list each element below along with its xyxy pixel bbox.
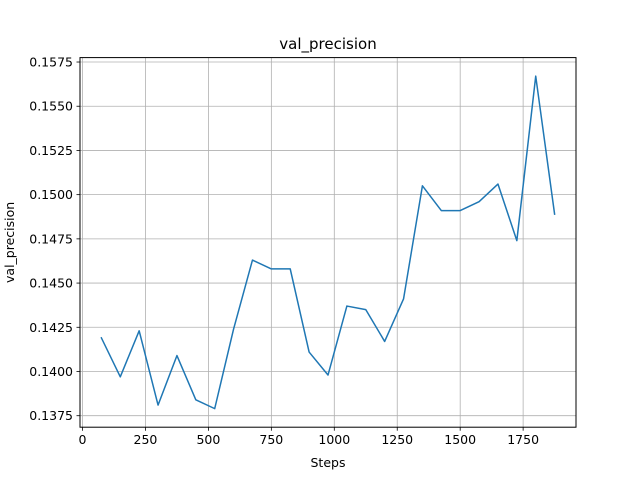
series-layer — [100, 75, 556, 410]
y-tick-label: 0.1475 — [29, 231, 73, 246]
data-point — [157, 404, 160, 407]
data-point — [232, 328, 235, 331]
x-tick-label: 1750 — [507, 432, 539, 447]
data-point — [440, 209, 443, 212]
data-point — [383, 340, 386, 343]
data-point — [270, 267, 273, 270]
x-axis-label: Steps — [311, 455, 346, 470]
x-tick-label: 1250 — [381, 432, 413, 447]
y-axis-ticks: 0.1375 0.1400 0.1425 0.1450 0.1475 0.1500 0.15… — [29, 55, 80, 423]
data-point — [478, 200, 481, 203]
y-tick-label: 0.1375 — [29, 408, 73, 423]
data-point — [345, 305, 348, 308]
data-point — [308, 351, 311, 354]
x-tick-label: 1000 — [318, 432, 350, 447]
series-line — [100, 75, 556, 410]
data-point — [213, 407, 216, 410]
data-point — [515, 239, 518, 242]
data-point — [138, 329, 141, 332]
data-point — [119, 375, 122, 378]
x-tick-label: 1500 — [444, 432, 476, 447]
data-point — [175, 354, 178, 357]
chart-title: val_precision — [279, 35, 376, 54]
data-point — [251, 259, 254, 262]
x-tick-label: 0 — [79, 432, 87, 447]
y-tick-label: 0.1400 — [29, 364, 73, 379]
plot-frame — [79, 57, 577, 428]
data-point — [402, 297, 405, 300]
data-point — [100, 336, 103, 339]
y-tick-label: 0.1500 — [29, 187, 73, 202]
y-tick-label: 0.1450 — [29, 276, 73, 291]
y-axis-label: val_precision — [2, 202, 17, 283]
data-point — [534, 75, 537, 78]
data-point — [421, 184, 424, 187]
y-tick-label: 0.1425 — [29, 320, 73, 335]
grid — [80, 57, 576, 428]
data-point — [194, 398, 197, 401]
y-tick-label: 0.1525 — [29, 143, 73, 158]
data-point — [553, 213, 556, 216]
data-point — [289, 267, 292, 270]
x-axis-ticks: 0 250 500 750 1000 1250 1500 1750 — [79, 427, 539, 447]
x-tick-label: 250 — [134, 432, 158, 447]
data-point — [327, 374, 330, 377]
y-tick-label: 0.1550 — [29, 99, 73, 114]
data-point — [459, 209, 462, 212]
x-tick-label: 500 — [196, 432, 220, 447]
data-point — [496, 183, 499, 186]
y-tick-label: 0.1575 — [29, 55, 73, 70]
x-tick-label: 750 — [259, 432, 283, 447]
data-point — [364, 308, 367, 311]
